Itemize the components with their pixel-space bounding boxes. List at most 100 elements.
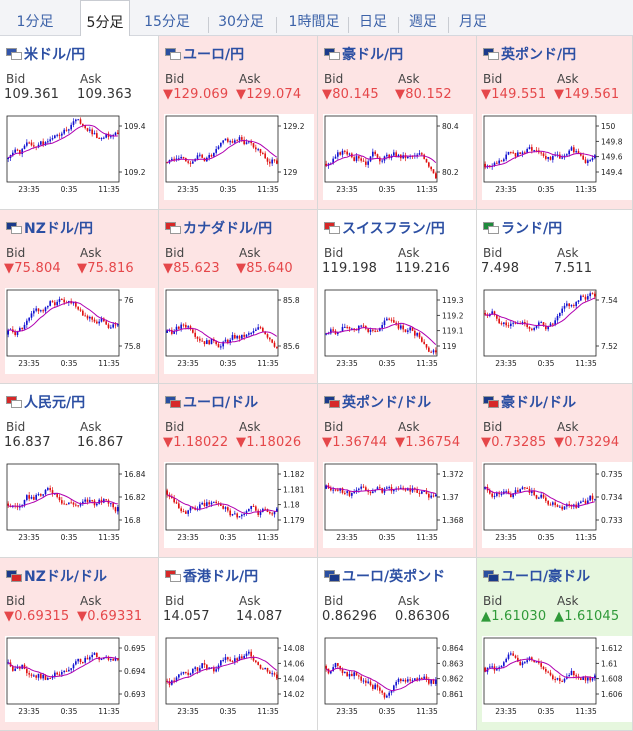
candlestick-chart[interactable]: 14.08 14.06 14.04 14.02 23:35 0:35 11:35 (164, 636, 314, 722)
candle-body (199, 154, 201, 156)
candle-body (496, 162, 498, 164)
candle-body (545, 325, 547, 330)
candlestick-chart[interactable]: 0.735 0.734 0.733 23:35 0:35 11:35 (482, 462, 632, 548)
candle-body (360, 158, 362, 161)
candlestick-chart[interactable]: 119.3 119.2 119.1 119 23:35 0:35 11:35 (323, 288, 473, 374)
candle-body (556, 678, 559, 680)
candle-body (348, 491, 351, 496)
y-tick-label: 109.2 (124, 168, 146, 177)
candlestick-chart[interactable]: 109.4 109.2 23:35 0:35 11:35 (5, 114, 155, 200)
pair-name-link[interactable]: 豪ドル/円 (324, 44, 403, 64)
bid-value: 0.86296 (322, 609, 377, 624)
tab-5[interactable]: 日足 (359, 14, 387, 30)
candle-body (346, 151, 348, 155)
candle-body (360, 676, 362, 681)
candlestick-chart[interactable]: 1.612 1.61 1.608 1.606 23:35 0:35 11:35 (482, 636, 632, 722)
tab-6[interactable]: 週足 (409, 14, 437, 30)
tab-3[interactable]: 30分足 (218, 14, 264, 30)
candle-body (484, 667, 486, 672)
candlestick-chart[interactable]: 80.4 80.2 23:35 0:35 11:35 (323, 114, 473, 200)
candle-body (192, 507, 194, 509)
tab-7[interactable]: 月足 (459, 14, 487, 30)
y-tick-label: 0.863 (442, 659, 464, 668)
candle-body (423, 676, 425, 679)
chart-background (323, 462, 473, 548)
x-tick-label: 11:35 (257, 359, 279, 368)
y-tick-label: 7.54 (601, 296, 618, 305)
pair-name-link[interactable]: NZドル/ドル (6, 566, 107, 586)
candle-body (19, 506, 21, 508)
pair-name-link[interactable]: NZドル/円 (6, 218, 93, 238)
y-tick-label: 1.612 (601, 644, 623, 653)
candle-body (425, 158, 428, 163)
x-tick-label: 11:35 (575, 359, 597, 368)
candlestick-chart[interactable]: 1.182 1.181 1.18 1.179 23:35 0:35 11:35 (164, 462, 314, 548)
candlestick-chart[interactable]: 1.372 1.37 1.368 23:35 0:35 11:35 (323, 462, 473, 548)
candlestick-chart[interactable]: 7.54 7.52 23:35 0:35 11:35 (482, 288, 632, 374)
pair-name-link[interactable]: カナダドル/円 (165, 218, 272, 238)
pair-name-link[interactable]: ユーロ/豪ドル (483, 566, 590, 586)
rate-card: ユーロ/ドル Bid Ask ▼1.18022 ▼1.18026 1.182 1.181 1.… (159, 384, 318, 558)
x-tick-label: 23:35 (18, 185, 40, 194)
pair-name-link[interactable]: 英ポンド/ドル (324, 392, 431, 412)
candle-body (82, 662, 84, 664)
y-tick-label: 1.182 (283, 470, 305, 479)
candlestick-chart[interactable]: 129.2 129 23:35 0:35 11:35 (164, 114, 314, 200)
candle-body (341, 669, 344, 674)
candlestick-chart[interactable]: 85.8 85.6 23:35 0:35 11:35 (164, 288, 314, 374)
pair-name-link[interactable]: ユーロ/英ポンド (324, 566, 445, 586)
candlestick-chart[interactable]: 76 75.8 23:35 0:35 11:35 (5, 288, 155, 374)
rate-card: ユーロ/豪ドル Bid Ask ▲1.61030 ▲1.61045 1.612 1.61 1.… (477, 558, 633, 731)
candle-body (400, 678, 402, 682)
candle-body (276, 674, 278, 679)
pair-name-link[interactable]: ユーロ/ドル (165, 392, 258, 412)
candle-body (348, 327, 351, 329)
candle-body (266, 667, 269, 672)
candlestick-chart[interactable]: 16.84 16.82 16.8 23:35 0:35 11:35 (5, 462, 155, 548)
pair-name-link[interactable]: 英ポンド/円 (483, 44, 576, 64)
currency-flag-icon (483, 222, 499, 234)
candle-body (418, 153, 421, 155)
chart-background (482, 114, 632, 200)
candle-body (407, 156, 409, 159)
tab-1[interactable]: 5分足 (80, 0, 130, 37)
candle-body (208, 340, 210, 345)
candle-body (365, 680, 367, 683)
y-tick-label: 0.693 (124, 690, 146, 699)
candle-body (231, 335, 234, 340)
pair-name-link[interactable]: ユーロ/円 (165, 44, 244, 64)
x-tick-label: 23:35 (336, 707, 358, 716)
pair-name-link[interactable]: 香港ドル/円 (165, 566, 258, 586)
pair-name-link[interactable]: 人民元/円 (6, 392, 85, 412)
candle-body (524, 487, 526, 489)
candle-body (573, 305, 575, 307)
pair-name-link[interactable]: 米ドル/円 (6, 44, 85, 64)
candlestick-chart[interactable]: 150 149.8 149.6 149.4 23:35 0:35 11:35 (482, 114, 632, 200)
candle-body (591, 293, 594, 295)
candlestick-chart[interactable]: 0.695 0.694 0.693 23:35 0:35 11:35 (5, 636, 155, 722)
candle-body (568, 150, 570, 155)
candle-body (425, 344, 428, 348)
y-tick-label: 16.82 (124, 493, 146, 502)
candle-body (400, 325, 402, 329)
tab-2[interactable]: 15分足 (144, 14, 190, 30)
pair-name: ユーロ/円 (183, 47, 245, 63)
y-tick-label: 1.181 (283, 485, 305, 494)
tab-0[interactable]: 1分足 (16, 14, 54, 30)
candle-body (367, 161, 369, 165)
bid-label: Bid (483, 246, 503, 260)
pair-name-link[interactable]: 豪ドル/ドル (483, 392, 576, 412)
pair-name-link[interactable]: ランド/円 (483, 218, 562, 238)
x-tick-label: 23:35 (336, 533, 358, 542)
candle-body (325, 666, 327, 669)
candlestick-chart[interactable]: 0.864 0.863 0.862 0.861 23:35 0:35 11:35 (323, 636, 473, 722)
ask-value: ▲1.61045 (554, 609, 620, 624)
tab-4[interactable]: 1時間足 (288, 14, 340, 30)
pair-name-link[interactable]: スイスフラン/円 (324, 218, 445, 238)
candle-body (23, 324, 26, 330)
x-tick-label: 23:35 (495, 707, 517, 716)
candle-body (587, 500, 589, 504)
candle-body (411, 327, 414, 331)
candle-body (259, 664, 262, 669)
candle-body (545, 497, 547, 501)
